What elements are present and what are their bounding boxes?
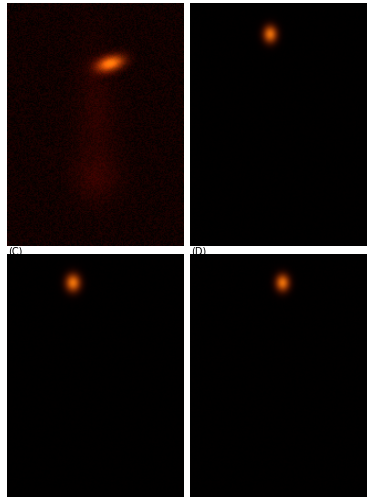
Text: (D): (D) xyxy=(191,246,206,256)
Text: (B): (B) xyxy=(191,2,205,12)
Text: (C): (C) xyxy=(9,246,23,256)
Text: (A): (A) xyxy=(9,2,23,12)
